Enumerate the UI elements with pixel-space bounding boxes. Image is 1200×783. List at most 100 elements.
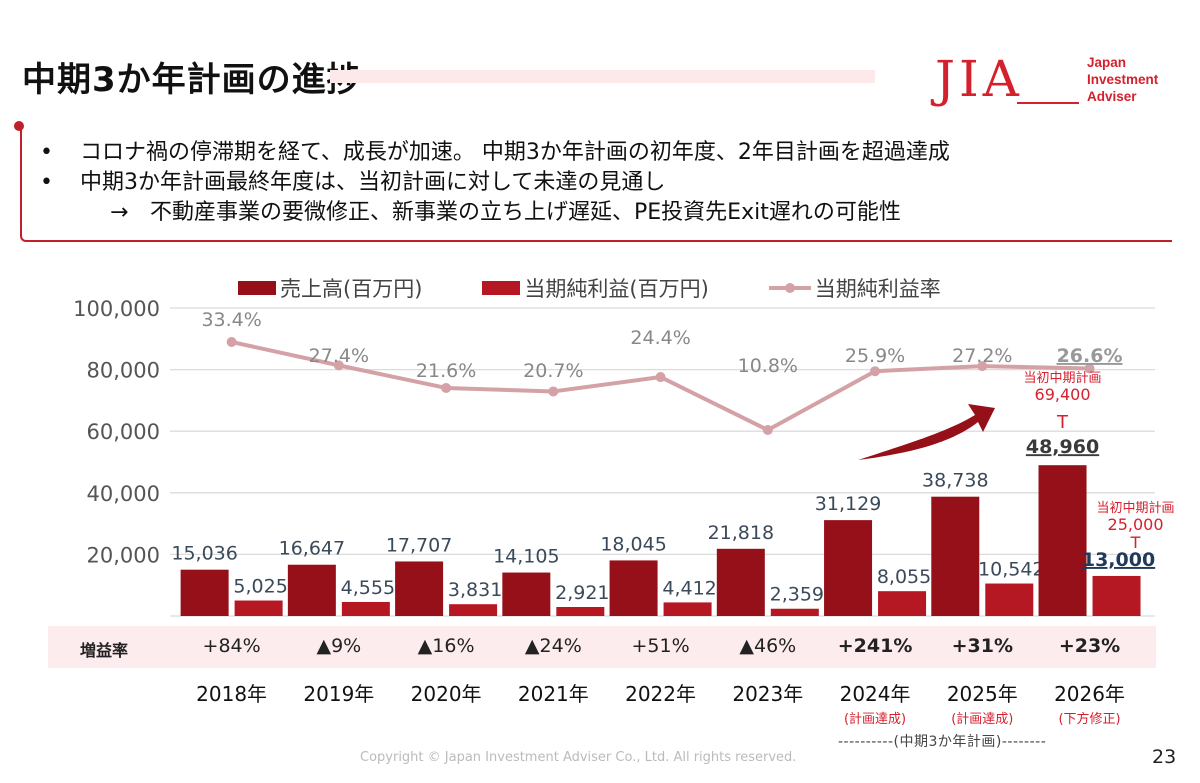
revenue-data-label: 31,129 [815, 493, 881, 515]
logo-line-1: Japan [1087, 55, 1127, 70]
growth-rate-value: ▲16% [417, 635, 475, 657]
logo-text: Japan Investment Adviser [1087, 54, 1158, 105]
revenue-data-label: 16,647 [279, 538, 345, 560]
revenue-plan-marker-icon: T [1056, 412, 1069, 433]
bullet-text: コロナ禍の停滞期を経て、成長が加速。 中期3か年計画の初年度、2年目計画を超過達… [80, 140, 950, 165]
legend-label: 当期純利益(百万円) [524, 277, 709, 301]
revenue-plan-label: 当初中期計画 [1024, 370, 1102, 386]
x-tick-label: 2019年 [303, 682, 375, 706]
bullet-item: • 中期3か年計画最終年度は、当初計画に対して未達の見通し [40, 168, 950, 198]
margin-point [441, 382, 452, 393]
margin-data-label: 33.4% [201, 309, 261, 331]
revenue-data-label: 38,738 [922, 470, 988, 492]
bullet-marker: • [40, 170, 53, 195]
year-status-note: (計画達成) [843, 712, 907, 727]
growth-rate-value: +241% [837, 635, 913, 657]
margin-data-label: 27.2% [952, 345, 1012, 367]
growth-rate-value: +31% [951, 635, 1013, 657]
revenue-data-label: 21,818 [708, 522, 774, 544]
plan-period-label: ----------(中期3か年計画)-------- [838, 734, 1047, 750]
revenue-bar [824, 520, 873, 616]
revenue-plan-value: 69,400 [1035, 385, 1091, 404]
margin-point [655, 372, 666, 383]
growth-rate-value: +51% [631, 635, 690, 657]
revenue-bar [931, 496, 980, 616]
margin-data-label: 26.6% [1057, 345, 1123, 367]
x-tick-label: 2025年 [946, 682, 1018, 706]
summary-box [20, 126, 1172, 242]
summary-box-dot [14, 121, 24, 131]
legend-label: 当期純利益率 [814, 277, 941, 301]
profit-data-label: 2,921 [555, 582, 609, 604]
profit-plan-value: 25,000 [1108, 515, 1164, 534]
x-tick-label: 2024年 [839, 682, 911, 706]
profit-bar [878, 591, 927, 616]
page-title: 中期3か年計画の進捗 [22, 60, 362, 100]
x-tick-label: 2018年 [196, 682, 268, 706]
revenue-data-label: 48,960 [1026, 436, 1099, 458]
profit-bar [985, 583, 1034, 616]
revenue-data-label: 14,105 [493, 546, 559, 568]
growth-rate-value: ▲24% [524, 635, 582, 657]
growth-rate-band [48, 626, 1156, 668]
y-tick-label: 20,000 [87, 543, 160, 567]
margin-data-label: 27.4% [309, 345, 369, 367]
profit-bar [556, 607, 605, 616]
revenue-bar [1038, 465, 1087, 616]
growth-rate-value: ▲46% [739, 635, 797, 657]
legend-item-profit: 当期純利益(百万円) [482, 273, 709, 303]
copyright: Copyright © Japan Investment Adviser Co.… [360, 750, 797, 765]
x-tick-label: 2022年 [625, 682, 697, 706]
growth-rate-value: +84% [202, 635, 261, 657]
profit-plan-label: 当初中期計画 [1097, 500, 1175, 516]
legend-label: 売上高(百万円) [280, 277, 423, 301]
growth-rate-label: 増益率 [80, 641, 129, 660]
margin-data-label: 25.9% [845, 345, 905, 367]
bullet-marker: • [40, 140, 53, 165]
y-tick-label: 60,000 [87, 420, 160, 444]
x-tick-label: 2021年 [517, 682, 589, 706]
revenue-bar [287, 564, 336, 616]
bullet-text: 中期3か年計画最終年度は、当初計画に対して未達の見通し [80, 170, 666, 195]
page-number: 23 [1152, 746, 1177, 768]
legend-item-margin: 当期純利益率 [768, 273, 941, 303]
margin-point [870, 366, 881, 377]
profit-data-label: 5,025 [233, 576, 287, 598]
x-tick-label: 2023年 [732, 682, 804, 706]
logo-mark: JIA [935, 50, 1023, 108]
summary-bullets: • コロナ禍の停滞期を経て、成長が加速。 中期3か年計画の初年度、2年目計画を超… [40, 138, 950, 228]
x-tick-label: 2020年 [410, 682, 482, 706]
margin-point [548, 386, 559, 397]
revenue-bar [395, 561, 444, 616]
profit-bar [663, 602, 712, 616]
profit-data-label: 8,055 [877, 566, 931, 588]
company-logo: JIA Japan Investment Adviser [935, 50, 1165, 112]
chart-legend: 売上高(百万円) 当期純利益(百万円) 当期純利益率 [238, 273, 1001, 303]
bullet-item: • コロナ禍の停滞期を経て、成長が加速。 中期3か年計画の初年度、2年目計画を超… [40, 138, 950, 168]
legend-item-revenue: 売上高(百万円) [238, 273, 422, 303]
logo-line-2: Investment [1087, 72, 1159, 87]
margin-point [1084, 363, 1095, 374]
revenue-data-label: 18,045 [600, 533, 666, 555]
legend-line-marker-icon [768, 283, 811, 293]
profit-data-label: 10,542 [978, 559, 1044, 581]
profit-bar [234, 600, 283, 616]
revenue-bar [716, 548, 765, 616]
profit-bar [341, 601, 390, 616]
margin-point [977, 361, 988, 372]
arrow-marker: → [110, 200, 129, 225]
title-underline-band [330, 70, 875, 83]
profit-plan-marker-icon: T [1130, 533, 1141, 552]
revenue-bar [180, 569, 229, 616]
profit-data-label: 4,412 [662, 577, 716, 599]
margin-point [333, 360, 344, 371]
legend-swatch-profit [482, 281, 521, 295]
revenue-data-label: 17,707 [386, 534, 452, 556]
profit-bar [1092, 575, 1141, 616]
profit-data-label: 2,359 [770, 584, 824, 606]
y-tick-label: 80,000 [87, 359, 160, 383]
margin-data-label: 20.7% [523, 360, 583, 382]
year-status-note: (下方修正) [1058, 712, 1121, 727]
growth-rate-value: ▲9% [316, 635, 362, 657]
